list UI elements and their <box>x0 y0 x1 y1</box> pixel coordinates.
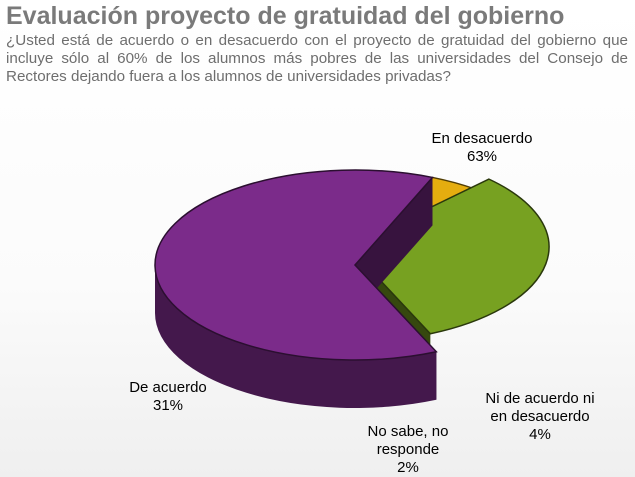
slice-en-desacuerdo <box>154 169 438 408</box>
label-no-sabe-no-responde: No sabe, no responde 2% <box>368 423 449 476</box>
label-en-desacuerdo: En desacuerdo 63% <box>432 130 533 165</box>
chart-title: Evaluación proyecto de gratuidad del gob… <box>6 2 565 30</box>
label-de-acuerdo: De acuerdo 31% <box>129 379 207 414</box>
label-ni-de-acuerdo-ni-en-desacuerdo: Ni de acuerdo ni en desacuerdo 4% <box>485 390 594 443</box>
pie-slices <box>154 169 550 408</box>
chart-question: ¿Usted está de acuerdo o en desacuerdo c… <box>6 32 628 85</box>
slice-labels: En desacuerdo 63% Ni de acuerdo ni en desac… <box>129 130 594 476</box>
